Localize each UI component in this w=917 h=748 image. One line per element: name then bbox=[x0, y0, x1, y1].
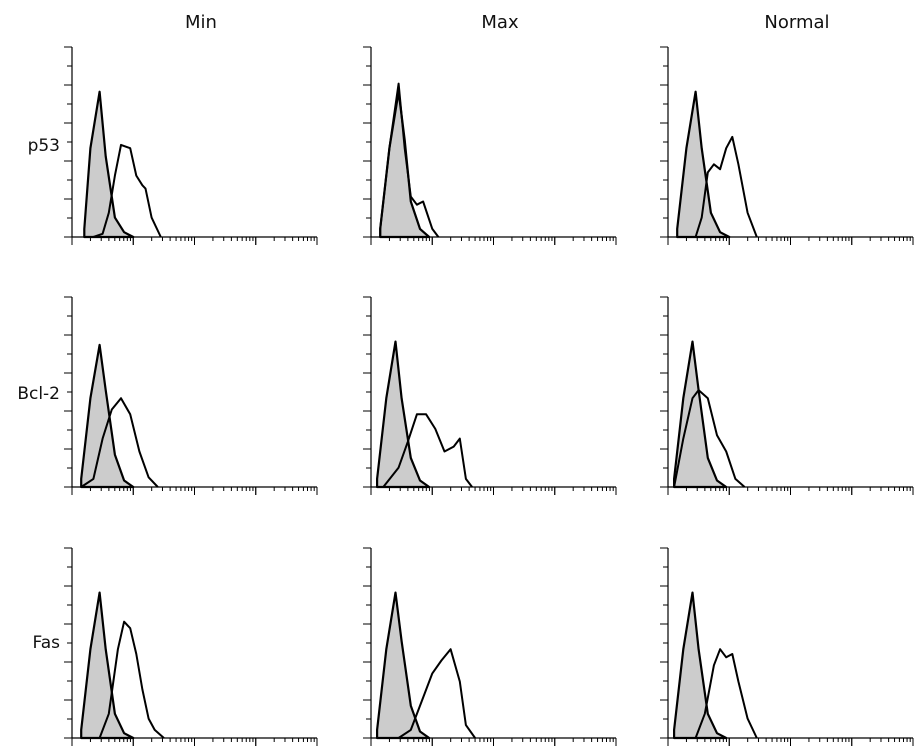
row-title-fas: Fas bbox=[32, 633, 61, 653]
column-title-normal: Normal bbox=[764, 12, 830, 33]
control-histogram-fas-normal bbox=[673, 591, 728, 740]
column-title-min: Min bbox=[185, 12, 217, 33]
control-histogram-fas-min bbox=[80, 591, 135, 740]
stained-histogram-fas-min bbox=[98, 620, 165, 739]
control-histogram-bcl-2-normal bbox=[673, 340, 728, 489]
stained-histogram-p53-max bbox=[379, 82, 440, 238]
control-histogram-bcl-2-max bbox=[376, 340, 431, 489]
stained-histogram-bcl-2-min bbox=[80, 397, 159, 488]
stained-histogram-bcl-2-normal bbox=[673, 389, 746, 488]
control-histogram-bcl-2-min bbox=[80, 343, 135, 489]
row-title-p53: p53 bbox=[27, 136, 60, 156]
row-title-bcl2: Bcl-2 bbox=[17, 384, 60, 404]
stained-histogram-p53-min bbox=[93, 143, 162, 238]
control-histogram-p53-min bbox=[83, 90, 135, 239]
stained-histogram-fas-max bbox=[398, 648, 476, 739]
stained-histogram-p53-normal bbox=[694, 135, 758, 238]
control-histogram-fas-max bbox=[376, 591, 431, 740]
stained-histogram-fas-normal bbox=[694, 648, 758, 739]
stained-histogram-bcl-2-max bbox=[382, 413, 473, 488]
control-histogram-p53-normal bbox=[676, 90, 731, 239]
column-title-max: Max bbox=[481, 12, 519, 33]
